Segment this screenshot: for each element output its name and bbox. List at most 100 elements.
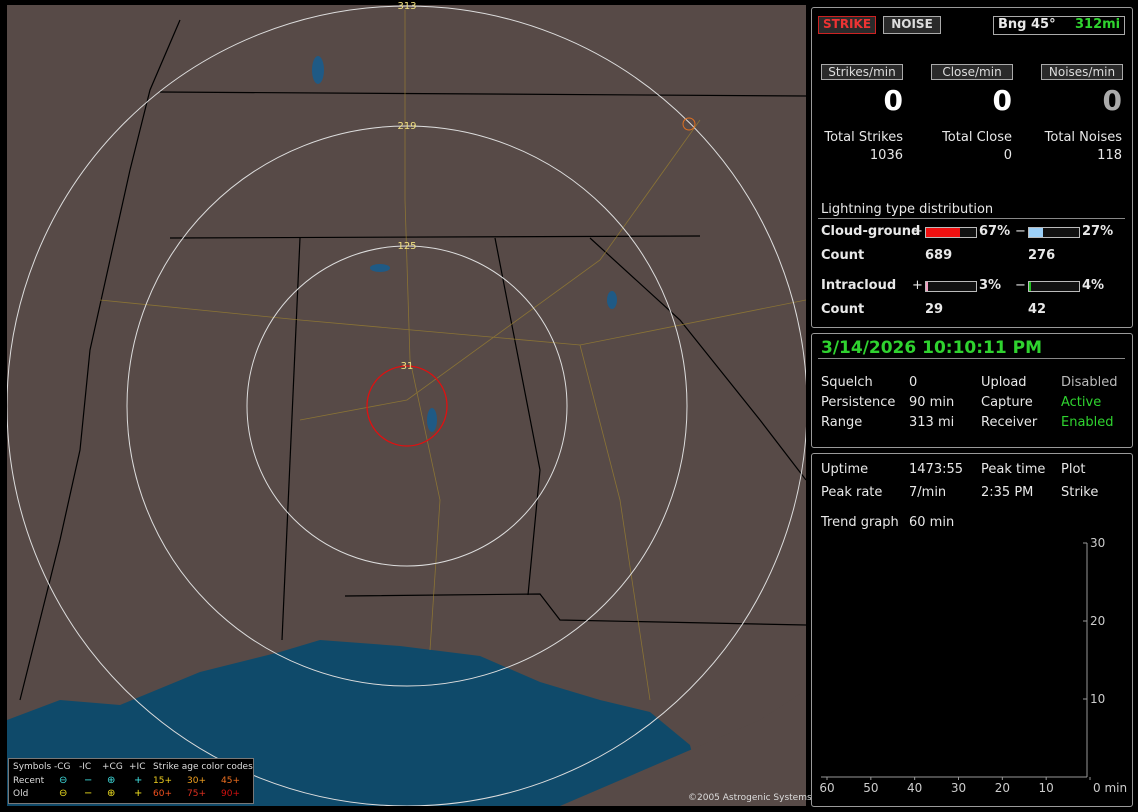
total-value: 0 — [1003, 148, 1012, 163]
legend-title: Symbols — [13, 762, 52, 772]
legend-age: 60+ — [153, 789, 172, 799]
count-label: Count — [821, 248, 865, 263]
rate-label: Strikes/min — [821, 64, 903, 80]
legend-symbol: ⊖ — [59, 775, 68, 786]
total-label: Total Close — [942, 130, 1012, 145]
bearing-box — [993, 16, 1125, 35]
legend-age: 90+ — [221, 789, 240, 799]
percent-bar — [1029, 282, 1031, 291]
legend-symbol: − — [84, 775, 93, 786]
stats-cell: Strike — [1061, 485, 1099, 500]
strike-symbol — [682, 117, 696, 131]
florida — [560, 690, 806, 806]
distribution-name: Cloud-ground — [821, 224, 921, 239]
rate-label: Noises/min — [1041, 64, 1123, 80]
trend-graph: 30 20 10 60 50 40 30 20 10 0 min — [819, 536, 1127, 795]
info-cell: 313 mi — [909, 415, 955, 430]
percent-bar-frame — [925, 227, 977, 238]
stats-cell: 7/min — [909, 485, 947, 500]
percent-label: 3% — [979, 278, 1002, 293]
legend-column: +CG — [102, 762, 123, 772]
percent-bar-frame — [1028, 281, 1080, 292]
info-cell: Range — [821, 415, 863, 430]
rate-value: 0 — [992, 84, 1012, 117]
info-cell: Capture — [981, 395, 1033, 410]
stats-cell: 60 min — [909, 515, 955, 530]
rate-value: 0 — [1102, 84, 1122, 117]
legend-age: 75+ — [187, 789, 206, 799]
stats-cell: Uptime — [821, 462, 869, 477]
percent-bar — [926, 282, 928, 291]
separator — [818, 358, 1125, 359]
info-cell: Active — [1061, 395, 1102, 410]
legend-symbol: ⊕ — [107, 788, 116, 799]
sign: − — [1015, 278, 1026, 293]
legend-column: -IC — [79, 762, 92, 772]
legend-age-title: Strike age color codes — [153, 762, 253, 772]
map — [7, 5, 806, 806]
info-cell: Persistence — [821, 395, 896, 410]
total-value: 118 — [1097, 148, 1122, 163]
distribution-title: Lightning type distribution — [821, 202, 994, 217]
x-tick-label: 60 — [819, 781, 834, 795]
x-tick-label: 50 — [863, 781, 878, 795]
count-value: 276 — [1028, 248, 1056, 263]
info-panel — [811, 333, 1133, 448]
status-panel — [811, 7, 1133, 328]
x-tick-label: 10 — [1039, 781, 1054, 795]
info-cell: 0 — [909, 375, 918, 390]
legend-age: 30+ — [187, 776, 206, 786]
map-legend: Symbols -CG -IC +CG +IC Recent Old Strike age c… — [8, 758, 254, 804]
sign: + — [912, 278, 923, 293]
lakes — [312, 56, 617, 432]
legend-row: Old — [13, 789, 29, 799]
rate-value: 0 — [883, 84, 903, 117]
range-ring-label: 313 — [397, 1, 417, 12]
y-tick-label: 20 — [1090, 614, 1105, 628]
percent-bar-frame — [1028, 227, 1080, 238]
range-rings — [7, 5, 806, 806]
map-layer — [7, 5, 806, 806]
stats-cell: 2:35 PM — [981, 485, 1034, 500]
stats-cell: Plot — [1061, 462, 1086, 477]
stats-cell: Peak time — [981, 462, 1046, 477]
x-tick-label: 20 — [995, 781, 1010, 795]
count-value: 689 — [925, 248, 953, 263]
bearing: Bng 45° — [998, 17, 1056, 32]
percent-label: 67% — [979, 224, 1011, 239]
legend-symbol: − — [84, 788, 93, 799]
bearing-range: 312mi — [1075, 17, 1121, 32]
stats-cell: Trend graph — [821, 515, 899, 530]
sign: − — [1015, 224, 1026, 239]
percent-label: 4% — [1082, 278, 1105, 293]
distribution-name: Intracloud — [821, 278, 897, 293]
count-value: 29 — [925, 302, 944, 317]
stats-panel — [811, 453, 1133, 807]
info-cell: Disabled — [1061, 375, 1118, 390]
legend-column: +IC — [129, 762, 146, 772]
info-cell: Upload — [981, 375, 1027, 390]
x-tick-label: 30 — [951, 781, 966, 795]
copyright: ©2005 Astrogenic Systems — [688, 793, 812, 803]
datetime: 3/14/2026 10:10:11 PM — [821, 338, 1042, 358]
strike-button[interactable]: STRIKE — [818, 16, 876, 34]
percent-bar — [1029, 228, 1043, 237]
range-ring-label: 125 — [397, 241, 417, 252]
legend-symbol: ⊕ — [107, 775, 116, 786]
range-ring-label: 31 — [400, 361, 414, 372]
x-tick-label: 40 — [907, 781, 922, 795]
legend-symbol: ⊖ — [59, 788, 68, 799]
info-cell: 90 min — [909, 395, 955, 410]
info-cell: Receiver — [981, 415, 1038, 430]
noise-button[interactable]: NOISE — [883, 16, 941, 34]
state-borders — [19, 19, 806, 701]
stats-cell: Peak rate — [821, 485, 883, 500]
x-tick-label: 0 min — [1093, 781, 1127, 795]
legend-column: -CG — [54, 762, 71, 772]
legend-symbol: + — [134, 788, 143, 799]
count-label: Count — [821, 302, 865, 317]
legend-age: 45+ — [221, 776, 240, 786]
total-label: Total Strikes — [824, 130, 903, 145]
info-cell: Squelch — [821, 375, 873, 390]
